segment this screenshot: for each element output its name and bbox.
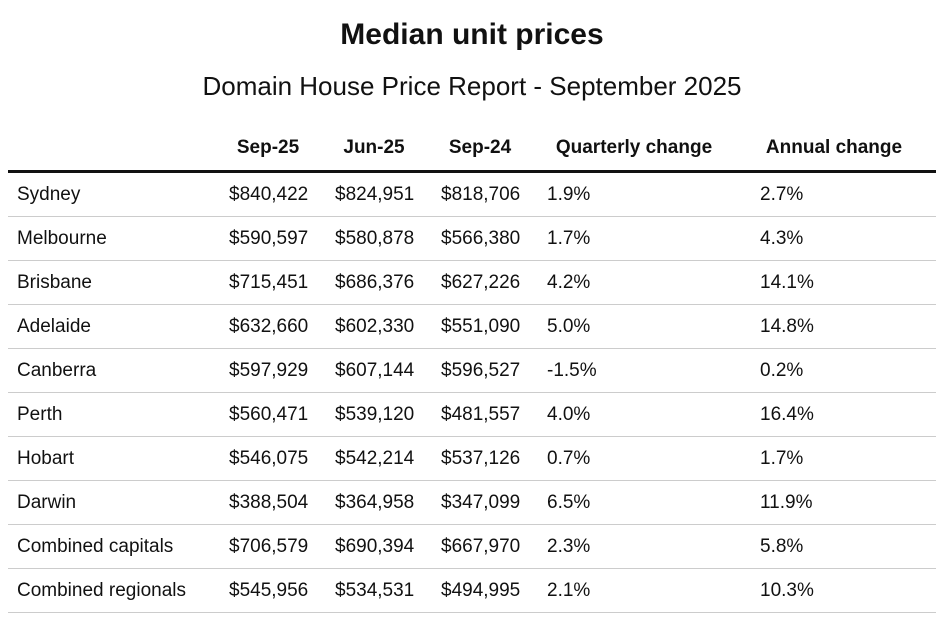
- table-cell: $551,090: [441, 316, 521, 337]
- row-label: Darwin: [17, 492, 77, 513]
- table-cell: 14.8%: [760, 316, 814, 337]
- table-cell: 0.2%: [760, 360, 804, 381]
- table-cell: $560,471: [229, 404, 309, 425]
- table-cell: 5.8%: [760, 536, 804, 557]
- table-cell: $534,531: [335, 580, 415, 601]
- column-header: Annual change: [765, 137, 903, 158]
- table-cell: $481,557: [441, 404, 521, 425]
- column-header: Sep-24: [448, 137, 512, 158]
- header-rule: [8, 170, 936, 173]
- row-rule: [8, 260, 936, 261]
- row-label: Combined capitals: [17, 536, 174, 557]
- row-rule: [8, 612, 936, 613]
- table-cell: $590,597: [229, 228, 309, 249]
- table-cell: 4.3%: [760, 228, 804, 249]
- table-cell: $347,099: [441, 492, 521, 513]
- row-rule: [8, 436, 936, 437]
- table-cell: 2.3%: [547, 536, 591, 557]
- table-cell: 4.2%: [547, 272, 591, 293]
- row-rule: [8, 568, 936, 569]
- table-cell: $706,579: [229, 536, 309, 557]
- table-cell: $364,958: [335, 492, 415, 513]
- table-cell: 5.0%: [547, 316, 591, 337]
- table-cell: 4.0%: [547, 404, 591, 425]
- table-cell: 2.7%: [760, 184, 804, 205]
- row-label: Sydney: [17, 184, 81, 205]
- table-cell: $539,120: [335, 404, 415, 425]
- table-cell: $632,660: [229, 316, 309, 337]
- table-cell: 11.9%: [760, 492, 813, 513]
- table-cell: $686,376: [335, 272, 415, 293]
- table-cell: $537,126: [441, 448, 521, 469]
- table-cell: 1.7%: [547, 228, 591, 249]
- table-cell: $566,380: [441, 228, 521, 249]
- table-cell: $546,075: [229, 448, 309, 469]
- row-label: Canberra: [17, 360, 97, 381]
- column-header: Quarterly change: [555, 137, 713, 158]
- row-label: Perth: [17, 404, 63, 425]
- row-rule: [8, 348, 936, 349]
- table-cell: $545,956: [229, 580, 309, 601]
- row-label: Melbourne: [17, 228, 107, 249]
- table-cell: $607,144: [335, 360, 415, 381]
- table-cell: $388,504: [229, 492, 309, 513]
- table-cell: 10.3%: [760, 580, 814, 601]
- table-cell: $602,330: [335, 316, 415, 337]
- column-header: Jun-25: [343, 137, 405, 158]
- table-cell: $542,214: [335, 448, 415, 469]
- table-cell: $627,226: [441, 272, 521, 293]
- subtitle: Domain House Price Report - September 20…: [202, 71, 742, 101]
- table-cell: 1.7%: [760, 448, 804, 469]
- table-cell: $690,394: [335, 536, 415, 557]
- table-cell: -1.5%: [547, 360, 597, 381]
- table-cell: $715,451: [229, 272, 309, 293]
- title: Median unit prices: [340, 18, 604, 51]
- row-rule: [8, 304, 936, 305]
- column-header: Sep-25: [236, 137, 300, 158]
- table-cell: 14.1%: [760, 272, 814, 293]
- row-rule: [8, 392, 936, 393]
- table-cell: 0.7%: [547, 448, 591, 469]
- row-label: Hobart: [17, 448, 75, 469]
- table-cell: 16.4%: [760, 404, 814, 425]
- table-cell: $840,422: [229, 184, 309, 205]
- table-cell: $667,970: [441, 536, 521, 557]
- row-rule: [8, 480, 936, 481]
- table-cell: $580,878: [335, 228, 415, 249]
- row-label: Brisbane: [17, 272, 92, 293]
- table-cell: $494,995: [441, 580, 521, 601]
- row-rule: [8, 524, 936, 525]
- row-rule: [8, 216, 936, 217]
- table-cell: $596,527: [441, 360, 521, 381]
- table-cell: $597,929: [229, 360, 309, 381]
- table-cell: $824,951: [335, 184, 415, 205]
- row-label: Adelaide: [17, 316, 91, 337]
- table-cell: 2.1%: [547, 580, 591, 601]
- table-cell: $818,706: [441, 184, 521, 205]
- row-label: Combined regionals: [17, 580, 186, 601]
- table-cell: 6.5%: [547, 492, 591, 513]
- table-cell: 1.9%: [547, 184, 591, 205]
